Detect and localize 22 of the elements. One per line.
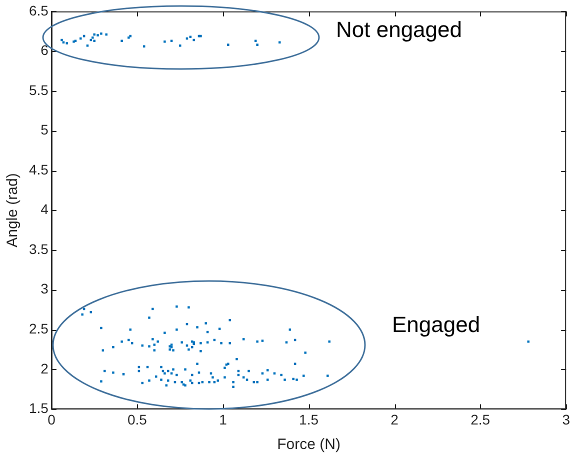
x-tick-label: 0: [48, 411, 56, 428]
x-tick-label: 1.5: [299, 411, 319, 428]
x-tick-label: 3: [562, 411, 570, 428]
y-tick-label: 5.5: [28, 82, 49, 98]
x-tick-label: 1: [219, 411, 228, 428]
y-tick-label: 1.5: [28, 400, 49, 416]
y-axis-title: Angle (rad): [4, 173, 22, 248]
y-tick-label: 4: [40, 201, 49, 218]
y-tick-label: 6: [40, 42, 49, 58]
y-tick-label: 6.5: [28, 2, 49, 18]
x-axis-title: Force (N): [277, 436, 340, 454]
x-tick-label: 2.5: [470, 411, 490, 428]
x-tick-label: 2: [390, 411, 399, 428]
annotation: Not engaged: [336, 17, 462, 43]
y-tick-label: 3.5: [28, 240, 49, 257]
y-tick-label: 2: [40, 360, 49, 376]
y-tick-label: 4.5: [28, 161, 49, 178]
annotation: Engaged: [392, 312, 480, 338]
y-tick-label: 3: [40, 280, 49, 297]
y-tick-label: 5: [40, 122, 49, 138]
y-tick-label: 2.5: [28, 320, 49, 336]
x-tick-label: 0.5: [128, 411, 148, 428]
